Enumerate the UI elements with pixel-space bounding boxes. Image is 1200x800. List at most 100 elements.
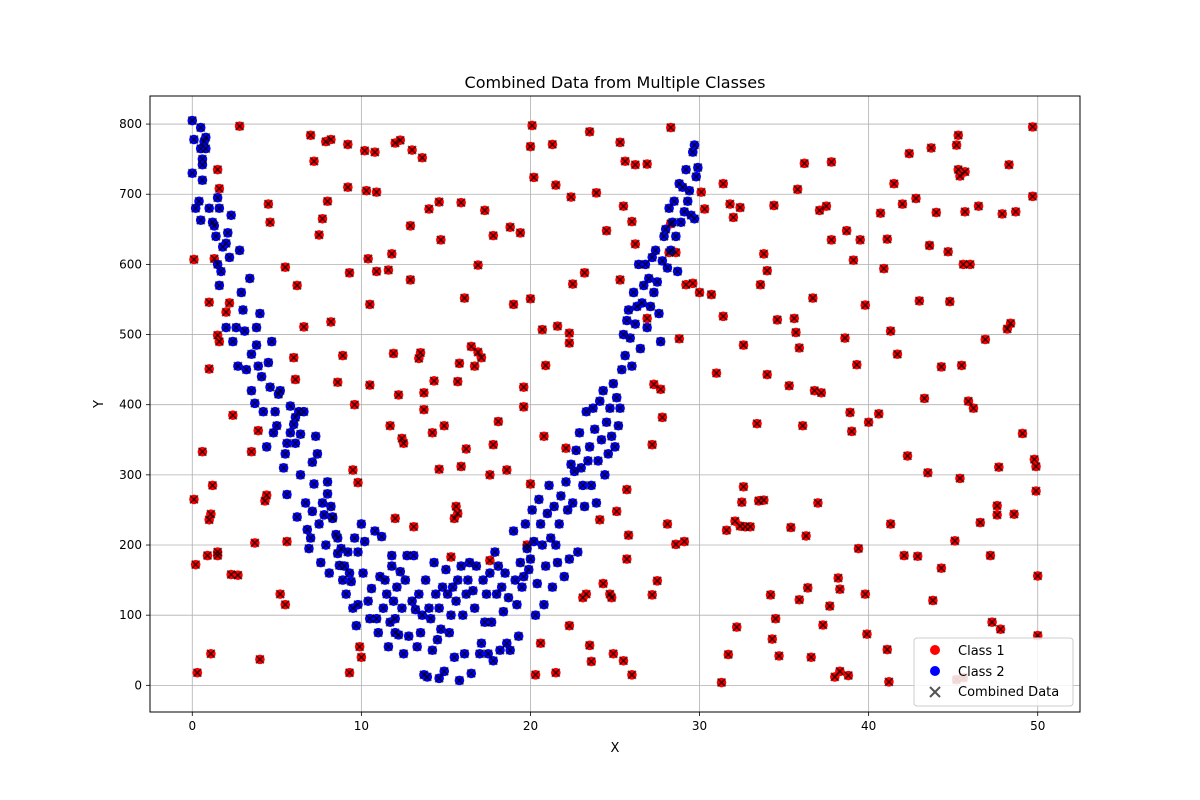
combined-data-marker: [679, 536, 689, 547]
combined-data-marker: [373, 628, 383, 638]
combined-data-marker: [221, 322, 231, 333]
legend-label-class-2: Class 2: [958, 665, 1005, 680]
y-tick-label: 300: [119, 468, 142, 482]
combined-data-marker: [791, 327, 801, 338]
combined-data-marker: [637, 298, 647, 308]
combined-data-marker: [312, 449, 323, 459]
combined-data-marker: [535, 519, 546, 529]
combined-data-marker: [201, 132, 211, 143]
combined-data-marker: [356, 652, 367, 662]
combined-data-marker: [395, 567, 405, 577]
combined-data-marker: [483, 649, 493, 659]
combined-data-marker: [196, 215, 206, 225]
combined-data-marker: [480, 617, 490, 627]
combined-data-marker: [324, 568, 334, 578]
combined-data-marker: [584, 640, 595, 650]
combined-data-marker: [818, 620, 828, 630]
combined-data-marker: [826, 157, 837, 167]
combined-data-marker: [495, 645, 505, 655]
combined-data-marker: [666, 245, 676, 255]
combined-data-marker: [595, 515, 605, 525]
combined-data-marker: [564, 554, 574, 564]
combined-data-marker: [569, 466, 580, 476]
combined-data-marker: [317, 214, 328, 224]
combined-data-marker: [344, 268, 355, 278]
combined-data-marker: [522, 540, 532, 550]
combined-data-marker: [539, 600, 549, 610]
combined-data-marker: [253, 426, 263, 436]
combined-data-marker: [571, 445, 581, 455]
combined-data-marker: [517, 582, 527, 592]
combined-data-marker: [290, 374, 301, 385]
combined-data-marker: [600, 470, 610, 480]
combined-data-marker: [535, 638, 546, 648]
combined-data-marker: [552, 321, 563, 331]
combined-data-marker: [965, 259, 975, 270]
combined-data-marker: [349, 400, 360, 410]
combined-data-marker: [415, 348, 426, 358]
combined-data-marker: [442, 589, 453, 599]
combined-data-marker: [419, 404, 429, 415]
combined-data-marker: [333, 533, 343, 543]
combined-data-marker: [1033, 571, 1043, 581]
combined-data-marker: [295, 429, 306, 439]
combined-data-marker: [732, 622, 742, 632]
combined-data-marker: [853, 543, 864, 554]
combined-data-marker: [475, 649, 485, 659]
combined-data-marker: [189, 254, 199, 265]
combined-data-marker: [327, 513, 338, 523]
combined-data-marker: [426, 614, 436, 624]
combined-data-marker: [542, 508, 553, 519]
combined-data-marker: [610, 442, 620, 452]
combined-data-marker: [723, 649, 733, 660]
combined-data-marker: [358, 568, 368, 578]
combined-data-marker: [513, 631, 524, 641]
combined-data-marker: [365, 299, 375, 310]
combined-data-marker: [456, 198, 466, 208]
combined-data-marker: [223, 228, 233, 238]
data-points: [187, 115, 1043, 688]
combined-data-marker: [363, 254, 373, 264]
combined-data-marker: [671, 539, 681, 549]
combined-data-marker: [454, 358, 465, 368]
combined-data-marker: [617, 364, 627, 375]
combined-data-marker: [419, 388, 429, 398]
combined-data-marker: [348, 465, 358, 475]
combined-data-marker: [397, 603, 407, 613]
combined-data-marker: [945, 296, 955, 307]
combined-data-marker: [537, 324, 547, 335]
combined-data-marker: [424, 603, 434, 613]
combined-data-marker: [466, 668, 476, 679]
combined-data-marker: [387, 550, 397, 561]
combined-data-marker: [578, 480, 588, 491]
combined-data-marker: [667, 217, 678, 227]
combined-data-marker: [349, 533, 360, 543]
combined-data-marker: [792, 184, 803, 194]
combined-data-marker: [363, 596, 373, 606]
combined-data-marker: [936, 362, 946, 372]
combined-data-marker: [657, 256, 667, 266]
combined-data-marker: [568, 498, 578, 508]
combined-data-marker: [228, 336, 238, 347]
combined-data-marker: [662, 519, 673, 529]
combined-data-marker: [422, 672, 432, 682]
x-tick-label: 20: [523, 719, 538, 733]
combined-data-marker: [647, 440, 657, 450]
combined-data-marker: [816, 388, 826, 398]
combined-data-marker: [497, 582, 507, 592]
combined-data-marker: [632, 301, 642, 312]
combined-data-marker: [221, 238, 231, 248]
combined-data-marker: [481, 589, 492, 599]
combined-data-marker: [671, 231, 681, 241]
combined-data-marker: [573, 547, 583, 557]
combined-data-marker: [393, 390, 404, 400]
combined-data-marker: [581, 407, 591, 417]
combined-data-marker: [615, 403, 625, 413]
combined-data-marker: [305, 130, 316, 140]
combined-data-marker: [441, 564, 451, 575]
combined-data-marker: [196, 122, 206, 133]
combined-data-marker: [601, 226, 612, 236]
combined-data-marker: [985, 550, 996, 561]
combined-data-marker: [630, 319, 640, 329]
combined-data-marker: [578, 593, 588, 603]
